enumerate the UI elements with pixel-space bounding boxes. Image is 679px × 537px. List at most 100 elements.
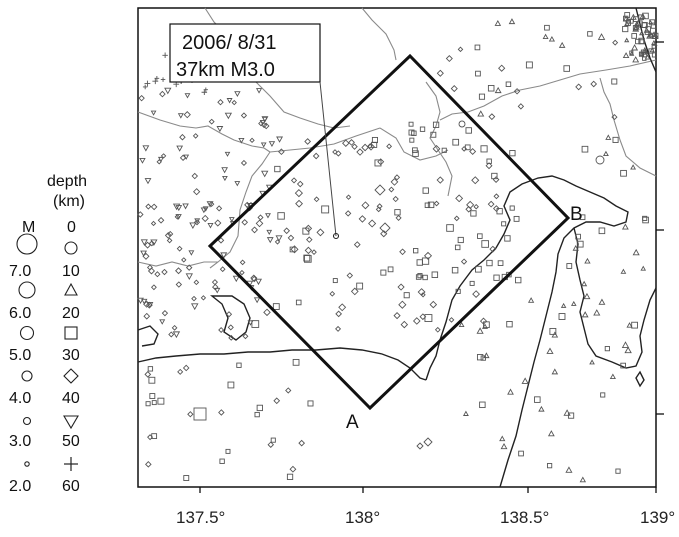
earthquake-diamond-marker	[201, 214, 209, 223]
earthquake-square-marker	[416, 259, 423, 266]
earthquake-tri-up-marker	[558, 41, 566, 48]
earthquake-square-marker	[380, 269, 387, 276]
earthquake-square-marker	[256, 404, 263, 412]
earthquake-diamond-marker	[273, 397, 281, 405]
earthquake-diamond-marker	[137, 211, 144, 218]
earthquake-square-marker	[487, 84, 495, 92]
earthquake-square-marker	[411, 130, 417, 136]
earthquake-diamond-marker	[228, 334, 235, 341]
earthquake-tri-up-marker	[621, 341, 630, 348]
earthquake-tri-up-marker	[621, 223, 629, 230]
callout-box	[169, 23, 321, 83]
earthquake-square-marker	[374, 159, 382, 167]
earthquake-square-marker	[469, 280, 475, 286]
earthquake-diamond-marker	[457, 46, 464, 53]
earthquake-tri-down-marker	[206, 201, 214, 208]
earthquake-diamond-marker	[267, 441, 275, 448]
earthquake-tri-up-marker	[643, 27, 650, 33]
earthquake-tri-down-marker	[232, 275, 240, 283]
earthquake-tri-up-marker	[652, 41, 658, 46]
earthquake-tri-down-marker	[175, 214, 182, 220]
earthquake-diamond-marker	[218, 409, 225, 416]
map-frame	[137, 7, 657, 488]
earthquake-square-marker	[534, 396, 541, 403]
depth-label: 60	[62, 478, 80, 495]
earthquake-diamond-marker	[498, 64, 506, 72]
depth-plus-icon	[64, 457, 78, 471]
earthquake-diamond-marker	[214, 219, 222, 227]
earthquake-plus-marker	[162, 52, 168, 59]
earthquake-diamond-marker	[423, 251, 433, 260]
earthquake-tri-down-marker	[275, 235, 283, 242]
earthquake-square-marker	[546, 463, 553, 469]
earthquake-tri-down-marker	[202, 206, 209, 212]
earthquake-tri-up-marker	[527, 297, 535, 303]
earthquake-diamond-marker	[348, 139, 355, 146]
earthquake-diamond-marker	[217, 98, 224, 106]
earthquake-square-marker	[412, 147, 418, 154]
earthquake-diamond-marker	[350, 287, 359, 296]
earthquake-tri-up-marker	[500, 442, 508, 450]
section-label-a: A	[346, 412, 359, 433]
earthquake-tri-down-marker	[222, 175, 228, 182]
earthquake-square-marker	[157, 397, 165, 405]
earthquake-square-marker	[254, 411, 260, 418]
earthquake-square-marker	[446, 224, 454, 232]
earthquake-square-marker	[483, 321, 490, 329]
earthquake-tri-up-marker	[631, 44, 639, 51]
earthquake-tri-up-marker	[546, 347, 554, 354]
earthquake-tri-up-marker	[640, 265, 647, 271]
earthquake-tri-down-marker	[255, 88, 263, 94]
earthquake-tri-up-marker	[476, 327, 484, 334]
earthquake-diamond-marker	[242, 333, 249, 340]
earthquake-tri-up-marker	[581, 311, 589, 318]
earthquake-square-marker	[457, 236, 464, 244]
earthquake-square-marker	[631, 321, 638, 329]
earthquake-square-marker	[422, 187, 429, 194]
earthquake-tri-down-marker	[234, 91, 241, 98]
earthquake-tri-up-marker	[626, 322, 633, 328]
earthquake-square-marker	[611, 78, 618, 85]
depth-triangle-down-icon	[63, 415, 79, 430]
coastline-island	[635, 370, 645, 388]
legend-magnitude-header: M	[22, 219, 35, 236]
earthquake-tri-up-marker	[597, 33, 606, 40]
earthquake-square-marker	[413, 248, 419, 254]
earthquake-tri-up-marker	[609, 373, 616, 380]
earthquake-square-marker	[422, 274, 428, 281]
section-label-b: B	[570, 204, 583, 225]
earthquake-tri-up-marker	[648, 32, 655, 38]
prefecture-border	[425, 81, 453, 197]
earthquake-diamond-marker	[150, 284, 157, 291]
earthquake-diamond-marker	[193, 279, 200, 286]
depth-circle-icon	[64, 241, 78, 255]
earthquake-diamond-marker	[353, 241, 361, 248]
earthquake-diamond-marker	[469, 148, 477, 156]
earthquake-diamond-marker	[488, 113, 496, 121]
earthquake-square-marker	[620, 362, 627, 369]
earthquake-tri-up-marker	[602, 150, 609, 157]
earthquake-diamond-marker	[304, 246, 313, 255]
depth-label: 0	[67, 219, 76, 236]
earthquake-diamond-marker	[249, 137, 255, 144]
x-tick-label: 138.5°	[500, 508, 549, 527]
earthquake-diamond-marker	[138, 94, 145, 102]
earthquake-diamond-marker	[473, 203, 479, 210]
earthquake-square-marker	[642, 216, 649, 224]
earthquake-tri-down-marker	[224, 112, 233, 120]
magnitude-symbol	[16, 233, 38, 255]
earthquake-square-marker	[509, 150, 516, 157]
earthquake-diamond-marker	[191, 172, 199, 180]
earthquake-square-marker	[639, 51, 644, 56]
legend-depth-unit: (km)	[53, 193, 85, 210]
earthquake-diamond-marker	[361, 201, 370, 210]
earthquake-tri-up-marker	[521, 377, 529, 384]
magnitude-symbol	[19, 325, 35, 341]
earthquake-diamond-marker	[399, 248, 406, 256]
earthquake-diamond-marker	[177, 368, 184, 375]
earthquake-tri-down-marker	[137, 297, 144, 304]
x-tick-label: 137.5°	[176, 508, 225, 527]
earthquake-tri-up-marker	[581, 280, 588, 287]
earthquake-tri-up-marker	[483, 352, 490, 359]
earthquake-tri-down-marker	[214, 287, 221, 294]
